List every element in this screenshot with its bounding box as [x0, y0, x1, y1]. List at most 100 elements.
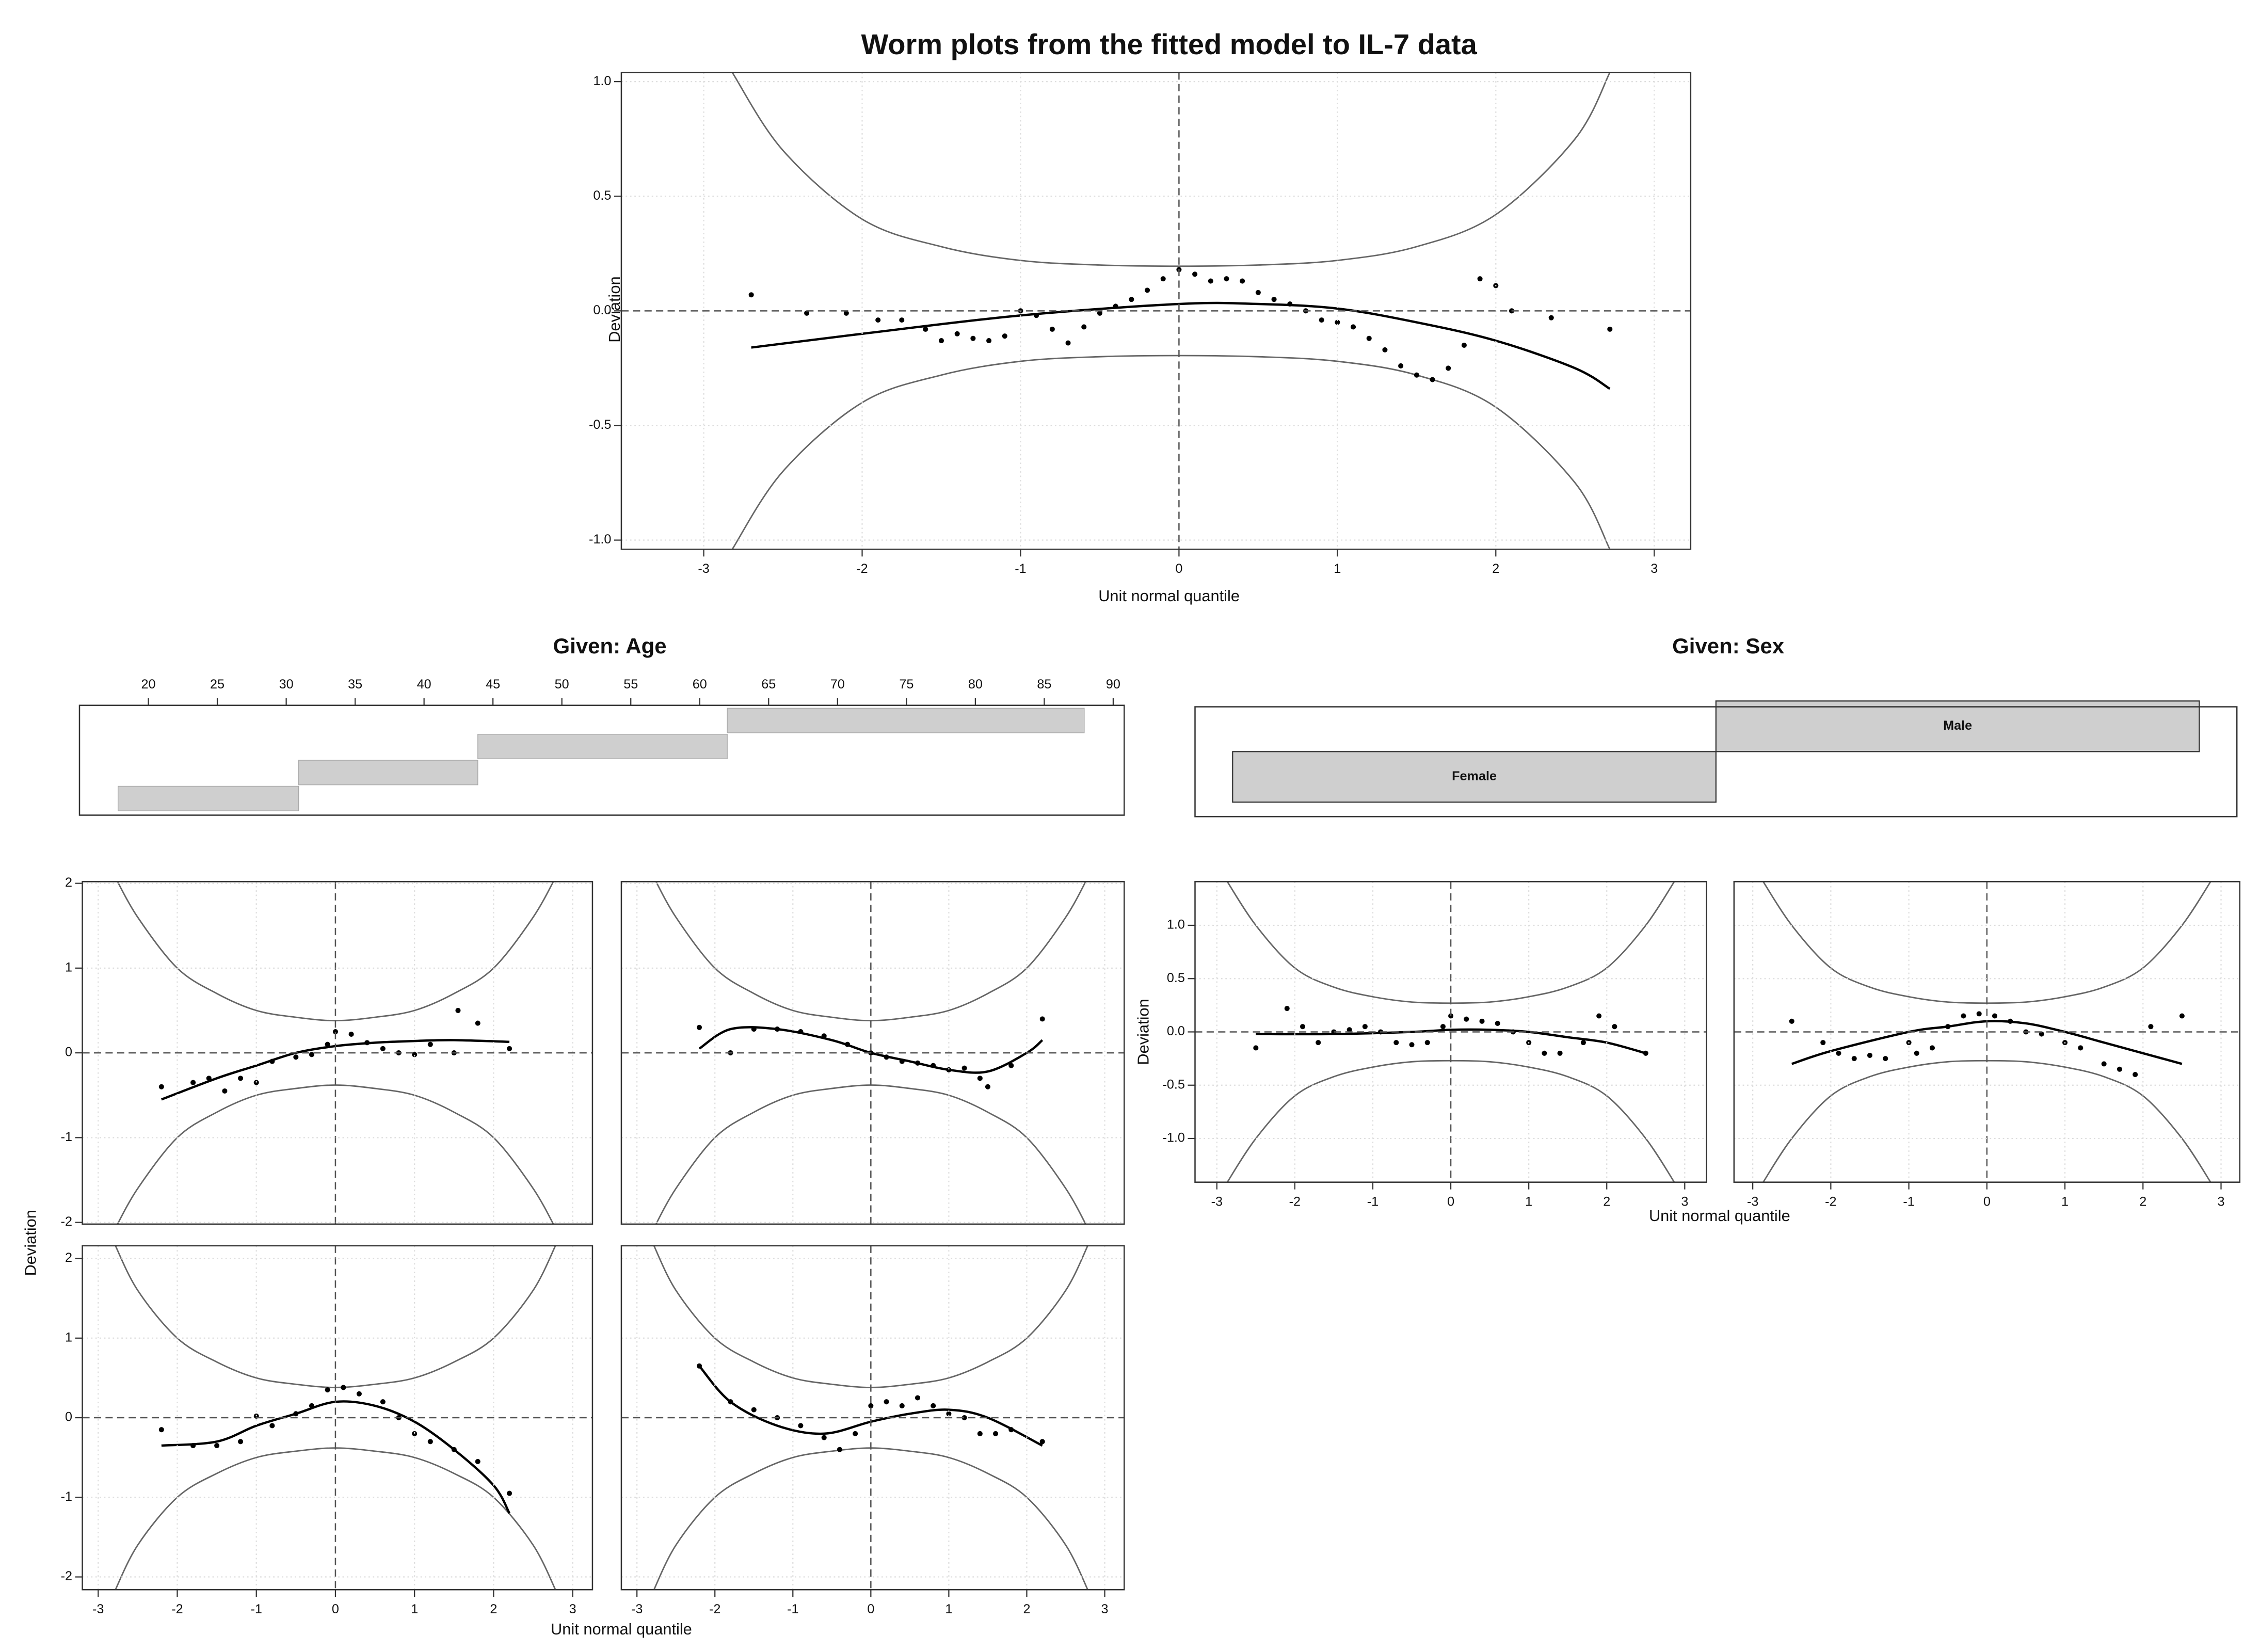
- x-tick-label: -1: [251, 1602, 262, 1616]
- point: [923, 326, 928, 332]
- point: [961, 1415, 967, 1421]
- point: [2039, 1031, 2044, 1037]
- interval-bar: [727, 708, 1085, 733]
- point: [1945, 1024, 1951, 1030]
- point: [412, 1431, 418, 1436]
- panel-frame: [82, 881, 594, 1225]
- point: [899, 317, 905, 323]
- x-tick-label: -3: [1211, 1195, 1223, 1209]
- x-tick-label: 3: [1650, 562, 1658, 576]
- point: [884, 1399, 889, 1405]
- point: [475, 1458, 480, 1464]
- point: [985, 1084, 990, 1089]
- point: [253, 1080, 259, 1085]
- point: [1393, 1040, 1399, 1046]
- point: [238, 1439, 244, 1445]
- interval-bar: [477, 734, 728, 760]
- x-tick-label: -2: [1825, 1195, 1836, 1209]
- point: [1316, 1040, 1321, 1046]
- x-tick-label: -2: [171, 1602, 183, 1616]
- point: [1034, 313, 1039, 318]
- point: [1820, 1040, 1826, 1046]
- point: [2078, 1045, 2083, 1051]
- chart-title: Worm plots from the fitted model to IL-7…: [861, 28, 1477, 60]
- point: [970, 335, 976, 341]
- x-tick-label: 1: [945, 1602, 952, 1616]
- point: [1409, 1042, 1415, 1048]
- plot-area: [1762, 881, 2211, 1182]
- point: [915, 1395, 921, 1401]
- panel-frame: [620, 1245, 1125, 1591]
- point: [1160, 276, 1166, 282]
- point: [1542, 1050, 1547, 1056]
- point: [507, 1490, 512, 1496]
- point: [332, 1029, 338, 1035]
- x-tick-label: -3: [1747, 1195, 1758, 1209]
- panel-frame: [82, 1245, 594, 1591]
- point: [158, 1084, 164, 1089]
- point: [868, 1403, 874, 1408]
- point: [1192, 271, 1198, 277]
- point: [2117, 1066, 2122, 1072]
- x-tick-label: 75: [899, 677, 913, 692]
- level-bar: [1715, 700, 2200, 752]
- point: [853, 1431, 858, 1436]
- point: [348, 1031, 354, 1037]
- x-tick-label: 2: [2139, 1195, 2146, 1209]
- y-tick-label: -2: [61, 1569, 72, 1583]
- point: [1351, 324, 1356, 330]
- y-tick-label: 1: [65, 960, 72, 974]
- x-tick-label: 0: [867, 1602, 874, 1616]
- point: [1097, 310, 1102, 316]
- point: [356, 1391, 362, 1397]
- point: [899, 1058, 905, 1064]
- x-tick-label: -3: [631, 1602, 643, 1616]
- point: [1557, 1050, 1563, 1056]
- point: [843, 310, 849, 316]
- point: [1129, 297, 1134, 302]
- point: [475, 1020, 480, 1026]
- point: [1461, 342, 1467, 348]
- point: [1113, 303, 1118, 309]
- point: [2008, 1018, 2013, 1024]
- point: [1002, 333, 1007, 339]
- x-tick-label: 3: [1101, 1602, 1109, 1616]
- point: [1867, 1052, 1873, 1058]
- x-tick-label: 0: [1447, 1195, 1454, 1209]
- interval-bar: [118, 785, 299, 811]
- point: [2101, 1061, 2107, 1067]
- y-tick-label: 0.5: [593, 188, 611, 203]
- x-tick-label: 3: [1681, 1195, 1688, 1209]
- y-tick-label: -1.0: [589, 532, 611, 547]
- point: [325, 1387, 330, 1393]
- x-tick-label: 2: [1603, 1195, 1610, 1209]
- age-x-label: Unit normal quantile: [551, 1620, 692, 1638]
- x-tick-label: 1: [411, 1602, 418, 1616]
- point: [1255, 290, 1261, 295]
- point: [507, 1046, 512, 1051]
- point: [1430, 377, 1435, 382]
- point: [993, 1431, 999, 1436]
- point: [1049, 326, 1055, 332]
- sex-y-label: Deviation: [1134, 999, 1152, 1065]
- point: [884, 1054, 889, 1060]
- x-tick-label: 1: [1525, 1195, 1532, 1209]
- point: [798, 1423, 804, 1429]
- point: [1208, 278, 1213, 284]
- sex-x-label: Unit normal quantile: [1649, 1207, 1790, 1225]
- point: [1607, 326, 1613, 332]
- point: [1929, 1045, 1935, 1051]
- point: [269, 1423, 275, 1429]
- point: [1789, 1018, 1794, 1024]
- point: [309, 1403, 315, 1408]
- point: [1008, 1063, 1014, 1068]
- point: [1253, 1045, 1259, 1051]
- point: [380, 1399, 386, 1405]
- point: [1382, 347, 1388, 352]
- point: [1479, 1018, 1485, 1024]
- y-tick-label: 0.0: [1167, 1024, 1185, 1038]
- x-tick-label: 2: [490, 1602, 497, 1616]
- point: [238, 1076, 244, 1081]
- point: [341, 1385, 346, 1390]
